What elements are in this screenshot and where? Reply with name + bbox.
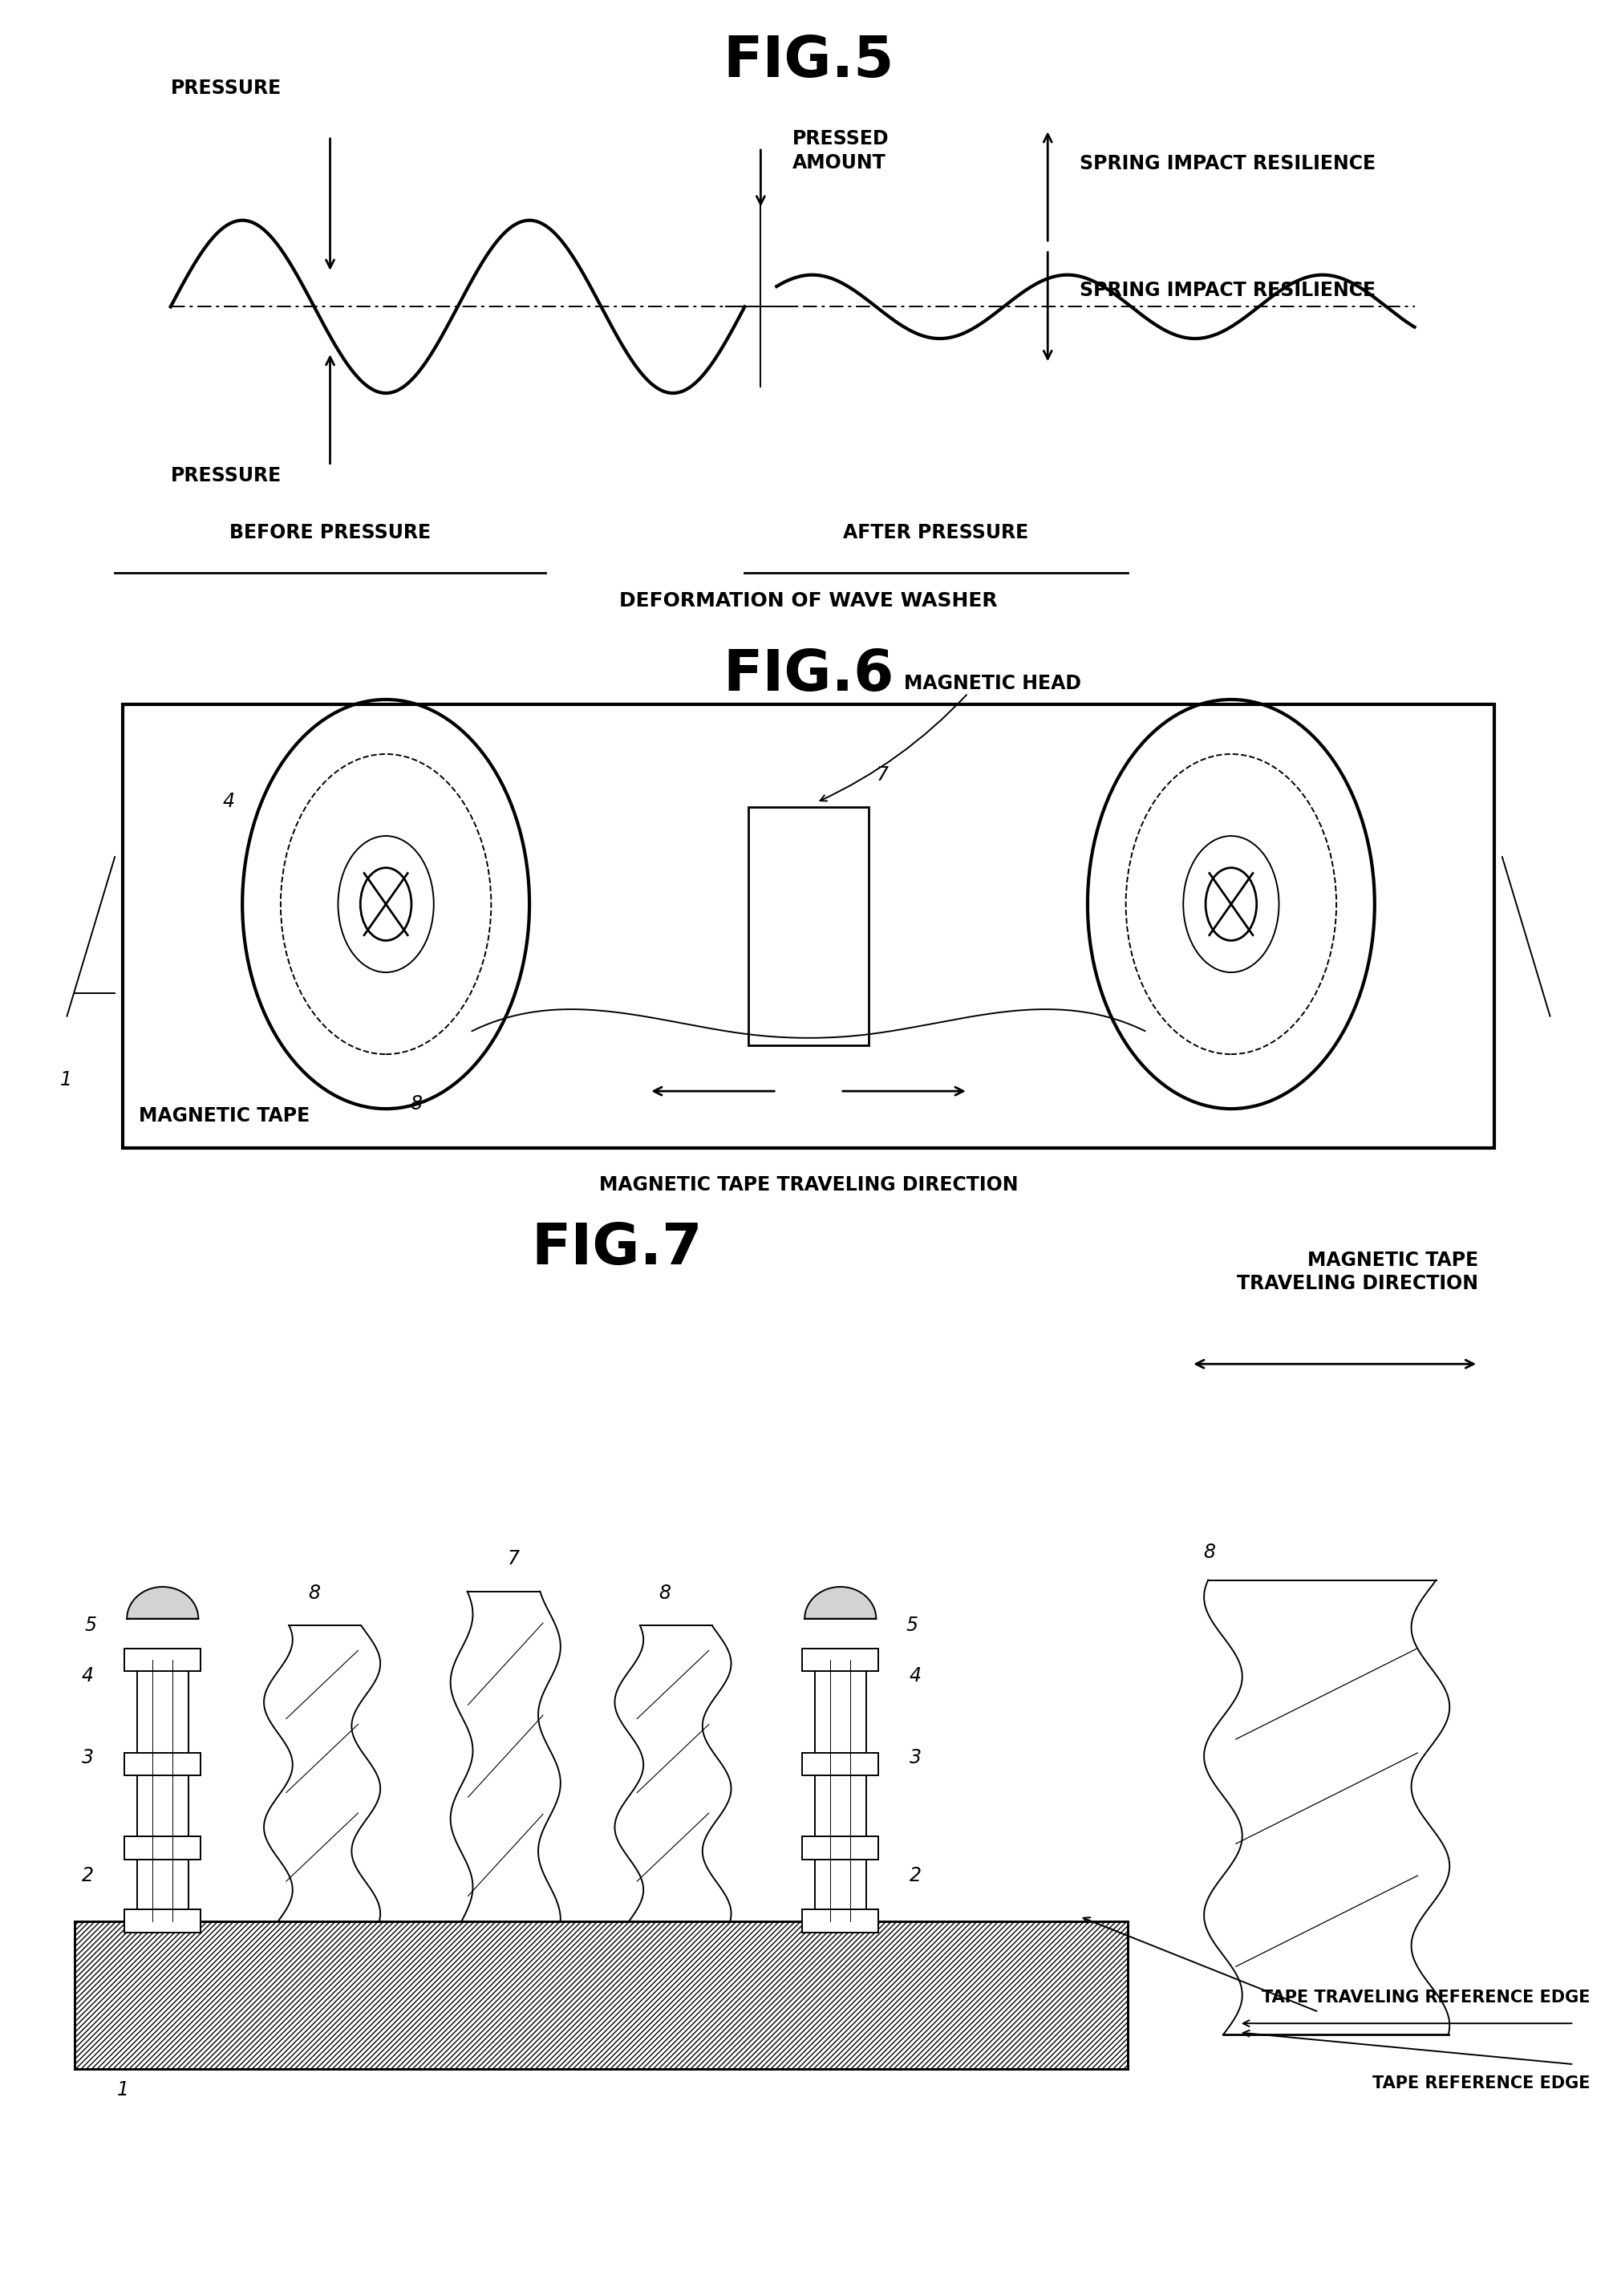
Text: DEFORMATION OF WAVE WASHER: DEFORMATION OF WAVE WASHER xyxy=(619,590,998,611)
Text: BEFORE PRESSURE: BEFORE PRESSURE xyxy=(230,523,430,542)
Bar xyxy=(125,1752,201,1775)
Text: 2: 2 xyxy=(82,1867,94,1885)
Polygon shape xyxy=(126,1587,199,1619)
Text: FIG.6: FIG.6 xyxy=(723,647,894,703)
Text: 3: 3 xyxy=(82,1747,94,1768)
Bar xyxy=(802,1649,878,1671)
Text: FIG.5: FIG.5 xyxy=(723,34,894,90)
Bar xyxy=(749,806,868,1045)
Text: SPRING IMPACT RESILIENCE: SPRING IMPACT RESILIENCE xyxy=(1080,280,1376,301)
Text: SPRING IMPACT RESILIENCE: SPRING IMPACT RESILIENCE xyxy=(1080,154,1376,172)
Text: PRESSED
AMOUNT: PRESSED AMOUNT xyxy=(792,129,889,172)
Text: 4: 4 xyxy=(82,1667,94,1685)
Text: 7: 7 xyxy=(508,1550,519,1568)
Text: 7: 7 xyxy=(876,765,888,785)
Text: MAGNETIC TAPE
TRAVELING DIRECTION: MAGNETIC TAPE TRAVELING DIRECTION xyxy=(1237,1251,1478,1293)
Text: 8: 8 xyxy=(660,1584,671,1603)
Polygon shape xyxy=(805,1587,876,1619)
Text: TAPE REFERENCE EDGE: TAPE REFERENCE EDGE xyxy=(1373,2076,1590,2092)
Text: 4: 4 xyxy=(909,1667,922,1685)
Text: 8: 8 xyxy=(409,1095,422,1114)
Text: AFTER PRESSURE: AFTER PRESSURE xyxy=(844,523,1028,542)
Bar xyxy=(137,1660,188,1922)
Text: 1: 1 xyxy=(60,1070,71,1088)
Bar xyxy=(815,1660,867,1922)
Text: 2: 2 xyxy=(909,1867,922,1885)
Bar xyxy=(125,1910,201,1933)
Text: MAGNETIC TAPE TRAVELING DIRECTION: MAGNETIC TAPE TRAVELING DIRECTION xyxy=(598,1176,1019,1194)
Bar xyxy=(123,705,1494,1148)
Text: 8: 8 xyxy=(309,1584,320,1603)
Bar xyxy=(125,1649,201,1671)
Text: 8: 8 xyxy=(1203,1543,1214,1561)
Bar xyxy=(74,1922,1127,2069)
Text: PRESSURE: PRESSURE xyxy=(171,78,281,96)
Text: 4: 4 xyxy=(223,792,234,810)
Text: FIG.7: FIG.7 xyxy=(532,1221,703,1277)
Bar xyxy=(802,1910,878,1933)
Text: MAGNETIC HEAD: MAGNETIC HEAD xyxy=(904,675,1082,693)
Text: 3: 3 xyxy=(909,1747,922,1768)
Bar xyxy=(74,1922,1127,2069)
Text: MAGNETIC TAPE: MAGNETIC TAPE xyxy=(139,1107,310,1125)
Text: TAPE TRAVELING REFERENCE EDGE: TAPE TRAVELING REFERENCE EDGE xyxy=(1261,1988,1590,2004)
Text: PRESSURE: PRESSURE xyxy=(171,466,281,484)
Text: 5: 5 xyxy=(906,1616,918,1635)
Text: 5: 5 xyxy=(84,1616,97,1635)
Bar xyxy=(125,1837,201,1860)
Bar xyxy=(802,1837,878,1860)
Bar xyxy=(802,1752,878,1775)
Text: 1: 1 xyxy=(116,2080,129,2099)
